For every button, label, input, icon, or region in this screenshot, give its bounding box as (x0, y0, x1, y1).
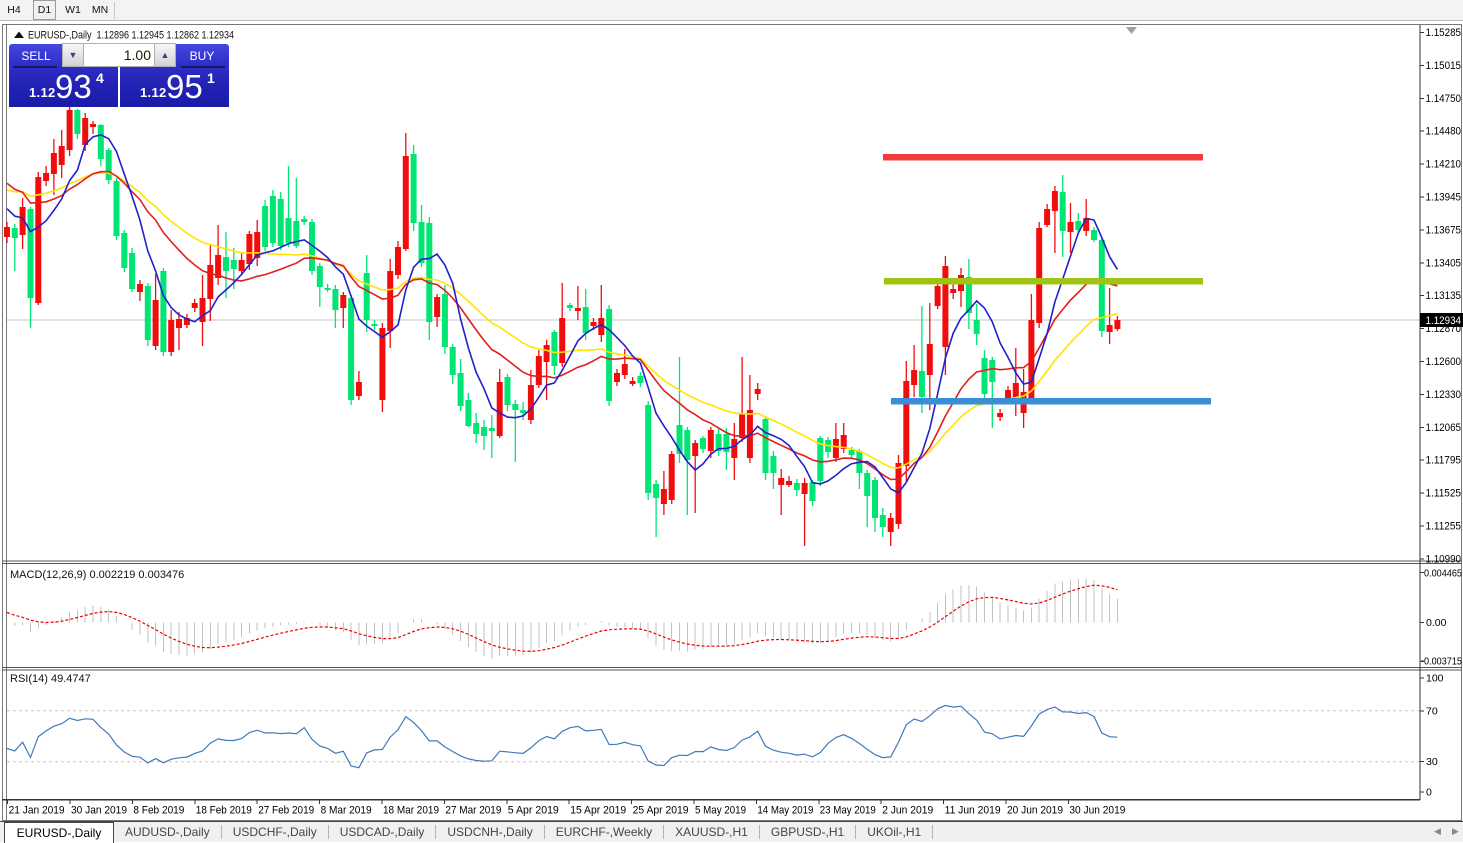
svg-text:30 Jun 2019: 30 Jun 2019 (1069, 805, 1125, 817)
svg-text:8 Feb 2019: 8 Feb 2019 (133, 805, 184, 817)
svg-text:1.13405: 1.13405 (1426, 257, 1462, 269)
svg-text:EURUSD-,Daily 1.12896 1.12945: EURUSD-,Daily 1.12896 1.12945 1.12862 1.… (28, 30, 234, 42)
svg-text:1.12065: 1.12065 (1426, 422, 1462, 434)
svg-text:1.15015: 1.15015 (1426, 60, 1462, 72)
svg-text:8 Mar 2019: 8 Mar 2019 (321, 805, 372, 817)
svg-text:1.11255: 1.11255 (1426, 521, 1462, 533)
svg-text:1.11795: 1.11795 (1426, 455, 1462, 467)
svg-text:1.12934: 1.12934 (1426, 315, 1462, 327)
svg-text:2 Jun 2019: 2 Jun 2019 (882, 805, 933, 817)
svg-text:1.14210: 1.14210 (1426, 159, 1462, 171)
svg-text:1.11525: 1.11525 (1426, 488, 1462, 500)
svg-text:25 Apr 2019: 25 Apr 2019 (633, 805, 689, 817)
svg-text:1.12600: 1.12600 (1426, 356, 1462, 368)
svg-text:100: 100 (1426, 673, 1444, 685)
svg-text:MACD(12,26,9) 0.002219 0.00347: MACD(12,26,9) 0.002219 0.003476 (10, 569, 184, 581)
svg-text:RSI(14) 49.4747: RSI(14) 49.4747 (10, 673, 91, 685)
svg-text:1.13945: 1.13945 (1426, 192, 1462, 204)
svg-text:14 May 2019: 14 May 2019 (757, 805, 813, 817)
svg-text:0.004465: 0.004465 (1424, 568, 1462, 580)
svg-text:1.10990: 1.10990 (1426, 553, 1462, 565)
svg-text:1.12330: 1.12330 (1426, 389, 1462, 401)
svg-text:70: 70 (1426, 705, 1438, 717)
svg-text:1.13675: 1.13675 (1426, 224, 1462, 236)
svg-text:23 May 2019: 23 May 2019 (820, 805, 876, 817)
svg-text:1.13135: 1.13135 (1426, 290, 1462, 302)
svg-text:27 Feb 2019: 27 Feb 2019 (258, 805, 314, 817)
svg-text:0.00: 0.00 (1426, 617, 1447, 629)
svg-text:1.14480: 1.14480 (1426, 126, 1462, 138)
svg-text:30 Jan 2019: 30 Jan 2019 (71, 805, 127, 817)
svg-text:-0.003715: -0.003715 (1421, 656, 1462, 668)
svg-text:15 Apr 2019: 15 Apr 2019 (570, 805, 626, 817)
svg-text:18 Feb 2019: 18 Feb 2019 (196, 805, 252, 817)
svg-text:1.14750: 1.14750 (1426, 93, 1462, 105)
svg-text:21 Jan 2019: 21 Jan 2019 (9, 805, 65, 817)
svg-text:5 May 2019: 5 May 2019 (695, 805, 746, 817)
svg-text:30: 30 (1426, 756, 1438, 768)
svg-text:1.15285: 1.15285 (1426, 27, 1462, 39)
svg-text:18 Mar 2019: 18 Mar 2019 (383, 805, 439, 817)
svg-text:5 Apr 2019: 5 Apr 2019 (508, 805, 559, 817)
svg-text:20 Jun 2019: 20 Jun 2019 (1007, 805, 1063, 817)
svg-text:0: 0 (1426, 787, 1432, 799)
svg-text:11 Jun 2019: 11 Jun 2019 (945, 805, 1001, 817)
svg-text:27 Mar 2019: 27 Mar 2019 (445, 805, 501, 817)
